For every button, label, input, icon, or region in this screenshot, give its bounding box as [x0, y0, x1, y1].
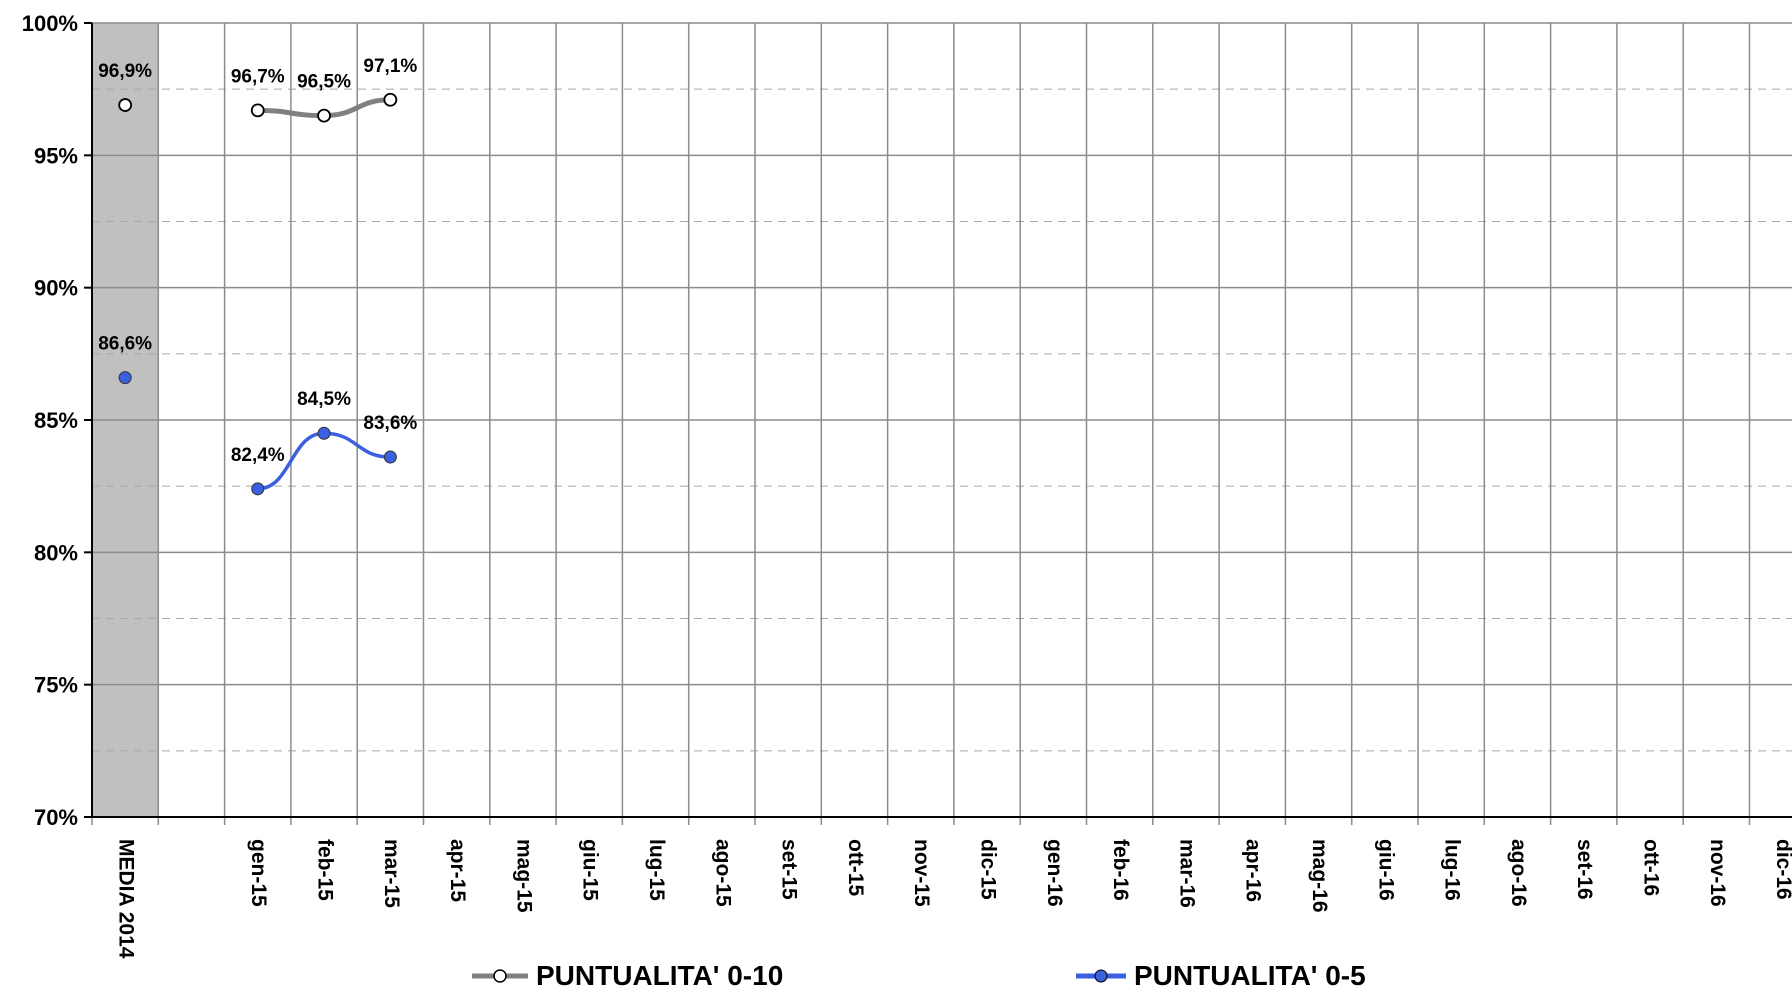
y-tick-label: 90%: [34, 276, 78, 301]
y-tick-label: 85%: [34, 408, 78, 433]
x-tick-label: set-15: [778, 839, 801, 900]
y-tick-label: 70%: [34, 805, 78, 830]
x-tick-label: ago-16: [1507, 839, 1530, 907]
legend-line-marker-blue-icon: [1076, 969, 1126, 983]
x-tick-label: gen-16: [1043, 839, 1066, 907]
y-tick-label: 95%: [34, 143, 78, 168]
x-tick-label: giu-15: [579, 839, 602, 901]
data-label: 82,4%: [231, 445, 285, 466]
data-label: 86,6%: [98, 334, 152, 355]
x-tick-label: giu-16: [1374, 839, 1397, 901]
data-point: [118, 98, 133, 112]
data-point: [118, 371, 132, 385]
data-label: 84,5%: [297, 389, 351, 410]
x-tick-label: apr-16: [1242, 839, 1265, 902]
x-tick-label: nov-16: [1706, 839, 1729, 907]
x-tick-label: ott-15: [844, 839, 867, 896]
y-tick-label: 80%: [34, 540, 78, 565]
legend-item-puntualita-0-10: PUNTUALITA' 0-10: [470, 960, 783, 992]
data-label: 96,5%: [297, 72, 351, 93]
x-tick-label: lug-15: [645, 839, 668, 901]
y-tick-label: 75%: [34, 673, 78, 698]
data-point: [383, 92, 398, 107]
data-point: [383, 450, 397, 464]
data-point: [251, 482, 265, 496]
x-tick-label: feb-15: [314, 839, 337, 901]
x-tick-label: apr-15: [446, 839, 469, 902]
x-tick-label: nov-15: [910, 839, 933, 907]
data-point: [317, 108, 331, 123]
x-tick-label: mar-15: [380, 839, 403, 908]
x-tick-label: MEDIA 2014: [115, 839, 138, 959]
x-tick-label: mag-15: [512, 839, 535, 913]
x-tick-label: set-16: [1573, 839, 1596, 900]
x-tick-label: dic-15: [977, 839, 1000, 900]
data-label: 83,6%: [363, 413, 417, 434]
x-tick-label: gen-15: [247, 839, 270, 907]
legend-label-puntualita-0-5: PUNTUALITA' 0-5: [1134, 960, 1366, 991]
x-tick-label: ago-15: [711, 839, 734, 907]
data-label: 96,7%: [231, 66, 285, 87]
x-tick-label: mag-16: [1308, 839, 1331, 913]
x-tick-label: ott-16: [1640, 839, 1663, 896]
data-label: 96,9%: [98, 61, 152, 82]
legend-label-puntualita-0-10: PUNTUALITA' 0-10: [536, 960, 784, 991]
x-tick-label: feb-16: [1109, 839, 1132, 901]
data-label: 97,1%: [363, 56, 417, 77]
x-tick-label: dic-16: [1772, 839, 1792, 900]
legend-item-puntualita-0-5: PUNTUALITA' 0-5: [1074, 960, 1366, 992]
data-point: [317, 426, 331, 440]
data-point: [250, 103, 265, 118]
x-tick-label: lug-16: [1441, 839, 1464, 901]
y-tick-label: 100%: [22, 11, 78, 36]
x-tick-label: mar-16: [1175, 839, 1198, 908]
legend-line-marker-gray-icon: [472, 969, 528, 983]
